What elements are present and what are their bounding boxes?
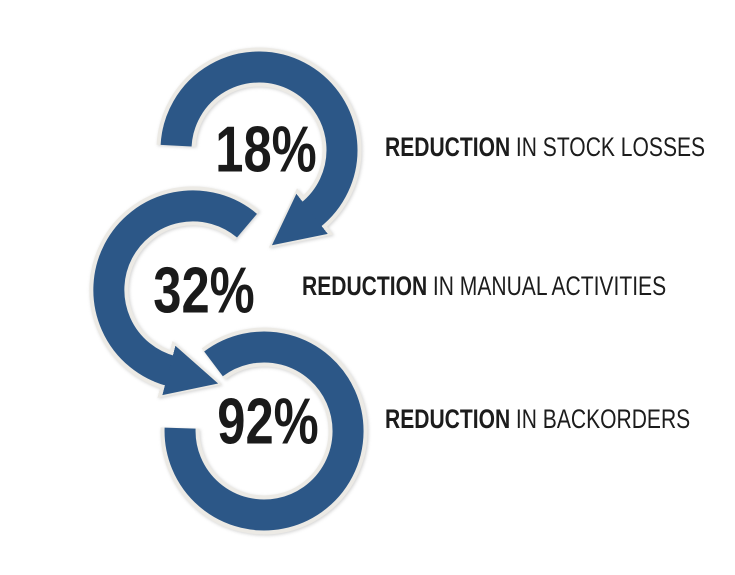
- circular-arrow-3-icon: [164, 331, 364, 531]
- stat-percent-1: 18%: [215, 112, 317, 186]
- stat-label-1-rest: IN STOCK LOSSES: [515, 132, 706, 163]
- stat-label-2-rest: IN MANUAL ACTIVITIES: [432, 271, 667, 302]
- stat-label-2: REDUCTION IN MANUAL ACTIVITIES: [302, 271, 667, 302]
- stat-label-1-bold: REDUCTION: [385, 132, 511, 163]
- stat-percent-2: 32%: [153, 253, 255, 327]
- circular-arrow-1-icon: [160, 51, 358, 246]
- stat-label-1: REDUCTION IN STOCK LOSSES: [385, 132, 706, 163]
- circular-arrow-2-icon: [93, 190, 257, 396]
- stat-label-3-bold: REDUCTION: [385, 404, 511, 435]
- stat-percent-3: 92%: [217, 384, 319, 458]
- stat-label-2-bold: REDUCTION: [302, 271, 428, 302]
- stat-label-3: REDUCTION IN BACKORDERS: [385, 404, 691, 435]
- stat-label-3-rest: IN BACKORDERS: [515, 404, 691, 435]
